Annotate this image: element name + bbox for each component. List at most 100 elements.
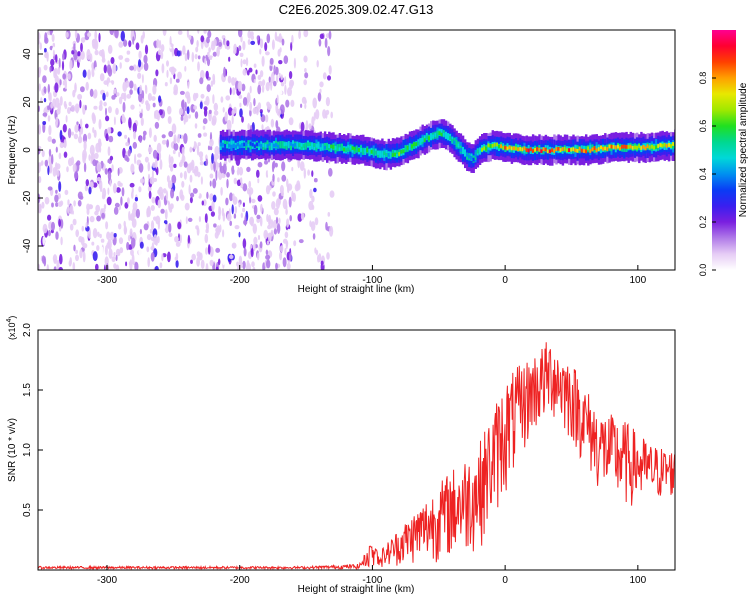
noise-cell	[42, 112, 48, 117]
ridge-cell	[466, 152, 469, 157]
noise-cell	[64, 79, 68, 90]
noise-cell	[285, 204, 288, 210]
ridge-cell	[640, 146, 643, 150]
noise-cell	[132, 201, 138, 211]
noise-cell	[266, 259, 271, 269]
noise-cell	[72, 89, 76, 98]
noise-cell	[157, 49, 162, 56]
noise-cell	[303, 55, 308, 63]
noise-cell	[38, 39, 41, 45]
noise-cell	[313, 178, 318, 183]
ridge-cell	[508, 145, 511, 150]
noise-cell	[197, 133, 202, 138]
ridge-cell	[561, 147, 565, 151]
ridge-cell	[247, 143, 250, 148]
noise-cell	[124, 57, 130, 63]
ridge-cell	[670, 144, 673, 148]
noise-cell	[144, 44, 149, 55]
noise-cell	[158, 95, 162, 103]
noise-cell	[205, 158, 209, 166]
noise-cell	[236, 261, 239, 267]
noise-cell	[109, 155, 114, 161]
noise-cell	[222, 229, 225, 238]
snr-scale-text: (x10	[7, 322, 17, 340]
noise-cell	[226, 119, 232, 131]
noise-cell	[272, 191, 276, 197]
noise-cell	[322, 109, 327, 119]
noise-cell	[47, 115, 51, 122]
noise-cell	[111, 256, 116, 263]
noise-cell	[209, 246, 214, 257]
noise-cell	[102, 92, 106, 101]
noise-cell	[287, 228, 291, 235]
ridge-cell	[444, 132, 448, 137]
noise-cell	[238, 94, 243, 99]
noise-cell	[232, 87, 236, 96]
noise-cell	[189, 146, 193, 153]
noise-cell	[125, 142, 129, 147]
noise-cell	[274, 31, 278, 41]
noise-cell	[184, 52, 188, 62]
noise-cell	[242, 59, 247, 65]
noise-cell	[255, 169, 260, 178]
noise-cell	[106, 64, 112, 74]
ridge-cell	[525, 148, 528, 152]
ridge-cell	[523, 146, 526, 151]
noise-cell	[123, 220, 126, 228]
noise-cell	[327, 212, 331, 217]
noise-cell	[267, 167, 271, 178]
noise-cell	[190, 70, 194, 77]
noise-cell	[156, 142, 162, 154]
noise-cell	[107, 106, 112, 114]
noise-cell	[47, 229, 51, 237]
ridge-cell	[379, 150, 382, 155]
noise-cell	[312, 97, 318, 109]
noise-cell	[282, 257, 287, 268]
noise-cell	[186, 30, 189, 38]
noise-cell	[146, 246, 150, 253]
ridge-cell	[636, 145, 639, 150]
noise-cell	[72, 218, 77, 226]
ridge-cell	[434, 133, 437, 137]
noise-cell	[263, 229, 269, 240]
noise-cell	[151, 196, 156, 204]
noise-cell	[53, 68, 56, 79]
ridge-cell	[538, 147, 541, 152]
noise-cell	[223, 66, 226, 78]
noise-cell	[286, 218, 290, 228]
ridge-cell	[266, 144, 269, 149]
ridge-cell	[599, 145, 603, 150]
ridge-cell	[334, 146, 337, 150]
ridge-cell	[419, 138, 422, 143]
noise-cell	[249, 85, 252, 94]
noise-cell	[38, 147, 41, 155]
noise-cell	[196, 256, 201, 267]
noise-cell	[53, 266, 57, 270]
noise-cell	[285, 208, 288, 215]
noise-cell	[214, 145, 220, 156]
noise-cell	[139, 84, 143, 95]
ridge-cell	[357, 148, 361, 152]
noise-cell	[177, 30, 183, 35]
ridge-cell	[317, 145, 320, 149]
noise-cell	[329, 190, 335, 198]
noise-cell	[137, 106, 142, 112]
ridge-cell	[612, 145, 615, 149]
ridge-cell	[427, 136, 431, 141]
ridge-cell	[230, 140, 233, 148]
noise-cell	[127, 234, 131, 242]
ridge-cell	[591, 147, 594, 152]
noise-cell	[249, 101, 253, 111]
noise-cell	[175, 241, 181, 247]
noise-cell	[264, 160, 268, 165]
noise-cell	[260, 111, 263, 118]
noise-cell	[165, 110, 168, 121]
noise-cell	[75, 249, 78, 254]
noise-cell	[130, 30, 133, 41]
ridge-cell	[306, 142, 310, 147]
noise-cell	[64, 103, 68, 110]
noise-cell	[209, 259, 214, 267]
noise-cell	[96, 161, 102, 173]
noise-cell	[67, 199, 70, 206]
noise-cell	[196, 251, 201, 258]
